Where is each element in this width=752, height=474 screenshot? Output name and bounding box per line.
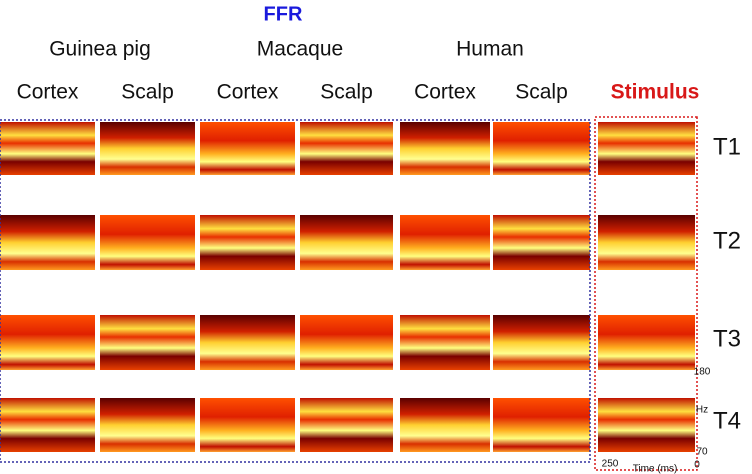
spectrogram [100,398,195,452]
spectrogram [0,215,95,270]
spectrogram [493,315,590,370]
column-label: Cortex [217,81,279,104]
spectrogram [0,122,95,175]
spectrogram [200,215,295,270]
spectrogram [0,315,95,370]
axis-label: 0 [694,460,700,471]
spectrogram [0,398,95,452]
spectrogram [493,215,590,270]
spectrogram [200,398,295,452]
ffr-box [0,119,591,463]
species-label: Guinea pig [49,38,151,61]
row-label: T4 [713,407,741,434]
spectrogram [200,315,295,370]
column-label: Scalp [515,81,568,104]
column-label: Scalp [320,81,373,104]
spectrogram [400,315,490,370]
axis-label: 70 [696,447,708,458]
row-label: T3 [713,325,741,352]
stimulus-box [594,116,698,471]
axis-label: 250 [602,459,619,470]
spectrogram [598,315,695,370]
stimulus-label: Stimulus [611,81,700,104]
spectrogram [100,122,195,175]
spectrogram [300,215,393,270]
ffr-title: FFR [264,3,303,25]
column-label: Scalp [121,81,174,104]
spectrogram [598,122,695,175]
spectrogram [300,122,393,175]
axis-label: Time (ms) [633,464,678,474]
spectrogram [200,122,295,175]
spectrogram [598,398,695,452]
spectrogram [100,315,195,370]
spectrogram [100,215,195,270]
row-label: T2 [713,227,741,254]
mirrored-figure: FFR Guinea pig Macaque Human Cortex Scalp Cor… [0,3,741,474]
axis-label: 180 [694,367,711,378]
spectrogram [493,398,590,452]
spectrogram [598,215,695,270]
column-label: Cortex [17,81,79,104]
row-label: T1 [713,133,741,160]
spectrogram [400,215,490,270]
spectrogram [300,398,393,452]
axis-label: Hz [696,405,708,416]
column-label: Cortex [414,81,476,104]
spectrogram [400,398,490,452]
species-label: Macaque [257,38,343,61]
species-label: Human [456,38,524,61]
spectrogram [493,122,590,175]
spectrogram [300,315,393,370]
spectrogram [400,122,490,175]
